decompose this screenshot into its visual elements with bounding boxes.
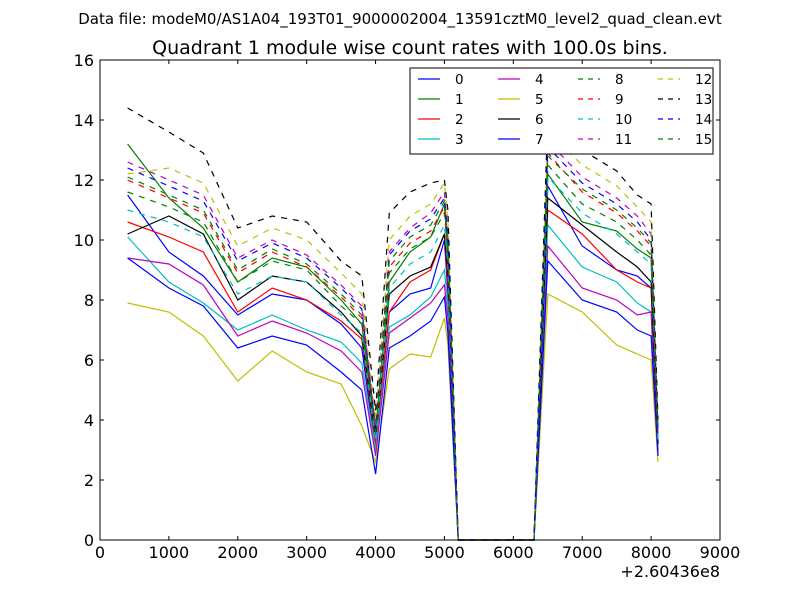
x-tick-label: 2000 bbox=[217, 543, 258, 562]
legend-label-14: 14 bbox=[695, 112, 712, 128]
series-line-12 bbox=[127, 130, 659, 541]
series-line-8 bbox=[127, 163, 659, 541]
suptitle: Data file: modeM0/AS1A04_193T01_90000020… bbox=[78, 10, 722, 29]
legend-label-4: 4 bbox=[535, 72, 544, 88]
plot-lines bbox=[127, 107, 659, 541]
legend-label-2: 2 bbox=[455, 112, 464, 128]
x-tick-label: 5000 bbox=[424, 543, 465, 562]
y-tick-label: 16 bbox=[74, 51, 94, 70]
y-tick-label: 10 bbox=[74, 231, 94, 250]
legend-label-3: 3 bbox=[455, 132, 464, 148]
series-line-3 bbox=[127, 223, 659, 541]
x-tick-label: 6000 bbox=[493, 543, 534, 562]
legend-label-1: 1 bbox=[455, 92, 464, 108]
legend-label-6: 6 bbox=[535, 112, 544, 128]
y-tick-label: 8 bbox=[84, 291, 94, 310]
series-line-5 bbox=[127, 293, 659, 541]
series-line-15 bbox=[127, 154, 659, 541]
legend-label-13: 13 bbox=[695, 92, 712, 108]
series-line-10 bbox=[127, 175, 659, 541]
series-line-4 bbox=[127, 244, 659, 541]
series-line-11 bbox=[127, 139, 659, 541]
y-tick-label: 4 bbox=[84, 411, 94, 430]
series-line-1 bbox=[127, 143, 659, 541]
series-line-2 bbox=[127, 208, 659, 541]
axes: 0 1000 2000 3000 4000 5000 6000 7000 8000 9000 0 2 4… bbox=[74, 51, 741, 562]
y-tick-label: 14 bbox=[74, 111, 94, 130]
legend-label-7: 7 bbox=[535, 132, 544, 148]
x-tick-label: 8000 bbox=[631, 543, 672, 562]
legend-label-12: 12 bbox=[695, 72, 712, 88]
legend-label-11: 11 bbox=[615, 132, 632, 148]
y-tick-label: 0 bbox=[84, 531, 94, 550]
legend-label-15: 15 bbox=[695, 132, 712, 148]
legend-label-8: 8 bbox=[615, 72, 624, 88]
x-tick-label: 4000 bbox=[355, 543, 396, 562]
x-tick-label: 9000 bbox=[700, 543, 741, 562]
x-tick-label: 7000 bbox=[562, 543, 603, 562]
y-tick-label: 12 bbox=[74, 171, 94, 190]
legend-label-10: 10 bbox=[615, 112, 632, 128]
chart-title: Quadrant 1 module wise count rates with … bbox=[152, 37, 668, 59]
series-line-0 bbox=[127, 183, 659, 541]
series-line-6 bbox=[127, 196, 659, 541]
x-tick-label: 1000 bbox=[149, 543, 190, 562]
x-tick-label: 0 bbox=[95, 543, 105, 562]
x-offset-label: +2.60436e8 bbox=[620, 562, 720, 581]
legend-label-5: 5 bbox=[535, 92, 544, 108]
y-tick-label: 2 bbox=[84, 471, 94, 490]
series-line-14 bbox=[127, 145, 659, 541]
series-line-9 bbox=[127, 151, 659, 541]
x-tick-label: 3000 bbox=[286, 543, 327, 562]
legend-label-9: 9 bbox=[615, 92, 624, 108]
legend-label-0: 0 bbox=[455, 72, 464, 88]
legend-box bbox=[409, 67, 714, 155]
y-tick-label: 6 bbox=[84, 351, 94, 370]
series-line-7 bbox=[127, 257, 659, 541]
